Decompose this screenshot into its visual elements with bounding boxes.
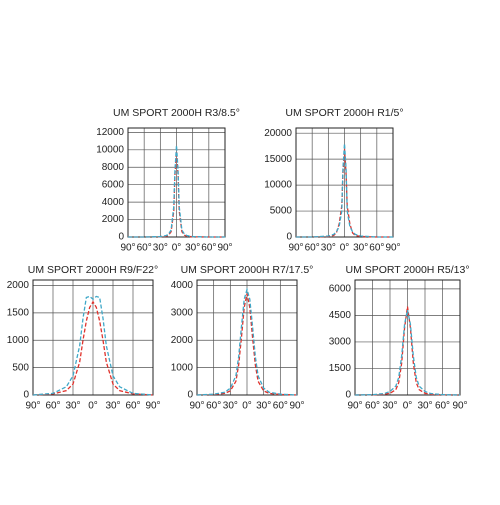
x-tick-label: 0° bbox=[403, 401, 413, 412]
curve bbox=[32, 295, 154, 396]
y-tick-label: 2000 bbox=[171, 335, 194, 346]
y-tick-label: 1000 bbox=[7, 335, 30, 346]
plot-frame bbox=[127, 127, 226, 238]
x-tick-label: 90° bbox=[452, 401, 467, 412]
plot-frame bbox=[295, 127, 394, 238]
y-tick-label: 10000 bbox=[264, 180, 292, 191]
chart-title: UM SPORT 2000H R1/5° bbox=[285, 107, 403, 119]
x-tick-label: 30° bbox=[256, 401, 271, 412]
x-tick-label: 30° bbox=[223, 401, 238, 412]
chart: UM SPORT 2000H R1/5° 0 5000 10000 15000 20000… bbox=[264, 107, 403, 254]
plot-frame bbox=[354, 279, 461, 396]
x-tick-label: 90° bbox=[189, 401, 204, 412]
y-tick-label: 0 bbox=[118, 232, 124, 243]
x-tick-label: 60° bbox=[305, 243, 320, 254]
y-tick-label: 0 bbox=[23, 390, 29, 401]
x-tick-label: 90° bbox=[217, 243, 232, 254]
x-tick-label: 30° bbox=[382, 401, 397, 412]
curve bbox=[354, 309, 461, 396]
y-tick-label: 0 bbox=[187, 390, 193, 401]
x-tick-label: 30° bbox=[185, 243, 200, 254]
y-tick-label: 3000 bbox=[329, 337, 352, 348]
plot-frame bbox=[196, 279, 298, 396]
y-tick-label: 500 bbox=[12, 362, 29, 373]
curve bbox=[128, 145, 225, 238]
y-tick-label: 20000 bbox=[264, 128, 292, 139]
y-tick-label: 6000 bbox=[102, 179, 125, 190]
y-tick-label: 0 bbox=[286, 232, 292, 243]
x-tick-label: 90° bbox=[25, 401, 40, 412]
y-tick-label: 1500 bbox=[329, 363, 352, 374]
plot-frame bbox=[32, 279, 154, 396]
y-tick-label: 10000 bbox=[96, 144, 124, 155]
chart-title: UM SPORT 2000H R5/13° bbox=[345, 264, 469, 276]
curve bbox=[196, 293, 298, 396]
curve bbox=[354, 306, 461, 396]
x-tick-label: 60° bbox=[369, 243, 384, 254]
y-tick-label: 2000 bbox=[7, 280, 30, 291]
x-tick-label: 30° bbox=[65, 401, 80, 412]
y-tick-label: 3000 bbox=[171, 307, 194, 318]
x-tick-label: 30° bbox=[153, 243, 168, 254]
y-tick-label: 4000 bbox=[171, 280, 194, 291]
x-tick-label: 30° bbox=[321, 243, 336, 254]
x-tick-label: 90° bbox=[145, 401, 160, 412]
x-tick-label: 90° bbox=[385, 243, 400, 254]
chart-title: UM SPORT 2000H R3/8.5° bbox=[113, 107, 240, 119]
chart: UM SPORT 2000H R3/8.5° 0 2000 4000 6000 8000 1… bbox=[96, 107, 240, 254]
x-tick-label: 60° bbox=[273, 401, 288, 412]
curve bbox=[296, 148, 393, 238]
x-tick-label: 0° bbox=[340, 243, 350, 254]
y-tick-label: 8000 bbox=[102, 162, 125, 173]
y-tick-label: 4000 bbox=[102, 197, 125, 208]
x-tick-label: 30° bbox=[105, 401, 120, 412]
curve bbox=[196, 287, 298, 396]
curve bbox=[32, 300, 154, 396]
x-tick-label: 60° bbox=[206, 401, 221, 412]
chart-title: UM SPORT 2000H R9/F22° bbox=[28, 264, 158, 276]
curve bbox=[296, 143, 393, 238]
x-tick-label: 60° bbox=[45, 401, 60, 412]
x-tick-label: 60° bbox=[201, 243, 216, 254]
y-tick-label: 12000 bbox=[96, 127, 124, 138]
x-tick-label: 30° bbox=[417, 401, 432, 412]
chart-title: UM SPORT 2000H R7/17.5° bbox=[181, 264, 314, 276]
y-tick-label: 2000 bbox=[102, 214, 125, 225]
x-tick-label: 0° bbox=[242, 401, 252, 412]
y-tick-label: 0 bbox=[345, 390, 351, 401]
y-tick-label: 5000 bbox=[270, 206, 293, 217]
x-tick-label: 60° bbox=[125, 401, 140, 412]
x-tick-label: 90° bbox=[120, 243, 135, 254]
x-tick-label: 60° bbox=[365, 401, 380, 412]
chart: UM SPORT 2000H R7/17.5° 0 1000 2000 3000 4000… bbox=[171, 264, 314, 412]
x-tick-label: 90° bbox=[288, 243, 303, 254]
y-tick-label: 1500 bbox=[7, 307, 30, 318]
chart: UM SPORT 2000H R5/13° 0 1500 3000 4500 6000 90… bbox=[329, 264, 470, 412]
y-tick-label: 15000 bbox=[264, 154, 292, 165]
y-tick-label: 6000 bbox=[329, 283, 352, 294]
x-tick-label: 60° bbox=[137, 243, 152, 254]
x-tick-label: 60° bbox=[435, 401, 450, 412]
chart: UM SPORT 2000H R9/F22° 0 500 1000 1500 2000 90… bbox=[7, 264, 161, 412]
x-tick-label: 0° bbox=[172, 243, 182, 254]
y-tick-label: 1000 bbox=[171, 362, 194, 373]
x-tick-label: 90° bbox=[347, 401, 362, 412]
x-tick-label: 90° bbox=[289, 401, 304, 412]
y-tick-label: 4500 bbox=[329, 310, 352, 321]
x-tick-label: 0° bbox=[88, 401, 98, 412]
x-tick-label: 30° bbox=[353, 243, 368, 254]
